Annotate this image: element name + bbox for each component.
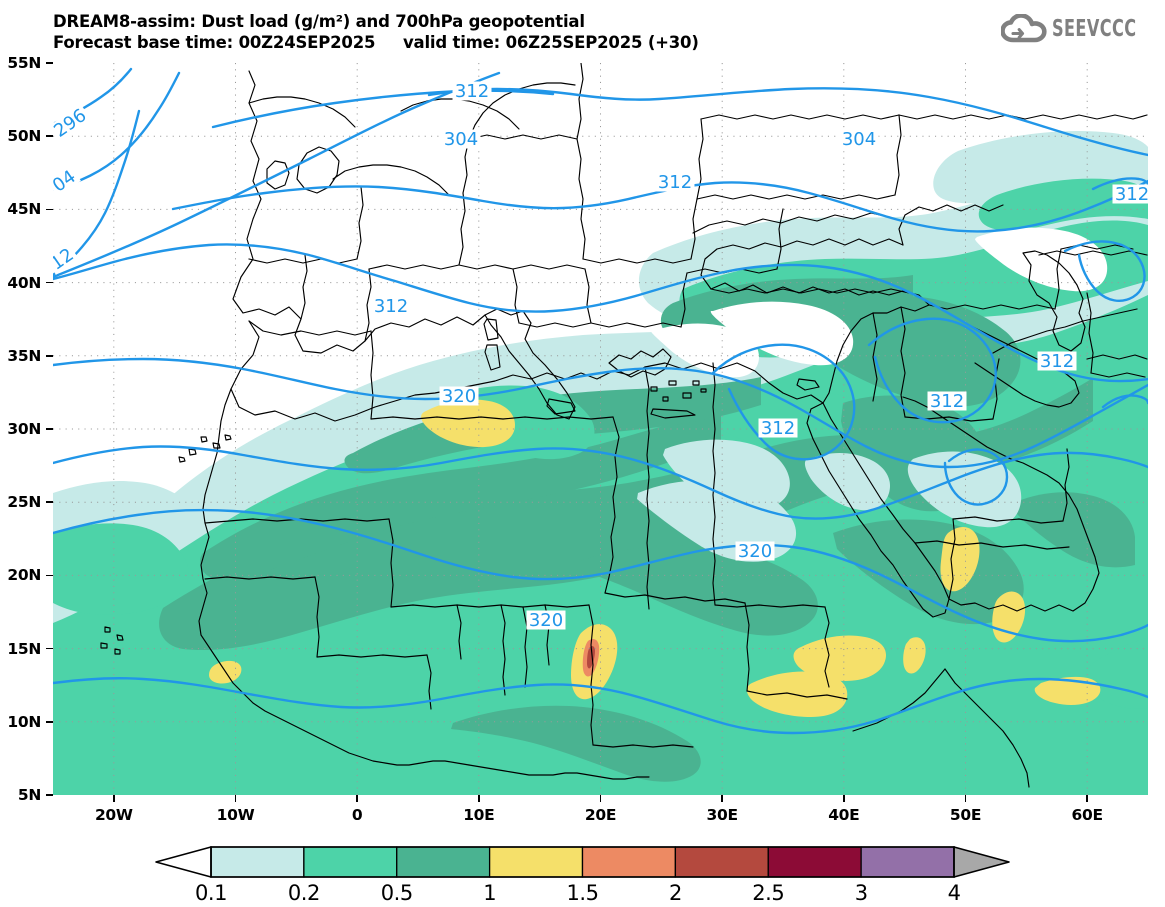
dust-load-map: 2960412312304312304312312312312320312320… (53, 63, 1148, 795)
y-axis-tick-label: 10N (7, 712, 41, 731)
logo-text: SEEVCCC (1051, 16, 1137, 42)
seevccc-logo: SEEVCCC (1000, 14, 1160, 44)
svg-text:312: 312 (374, 296, 408, 317)
x-axis-tick (599, 795, 602, 802)
colorbar-segment (767, 846, 862, 878)
colorbar-tick-label: 0.5 (380, 881, 413, 905)
y-axis-tick-label: 15N (7, 639, 41, 658)
colorbar-segment (396, 846, 491, 878)
y-axis-tick-label: 5N (17, 786, 41, 804)
y-axis-tick (46, 501, 53, 503)
x-axis-tick (113, 795, 115, 802)
colorbar-tick-labels: 0.1 0.2 0.5 1 1.5 2 2.5 3 4 (155, 881, 1010, 907)
colorbar-segment (488, 846, 584, 878)
x-axis-tick-label: 10W (216, 806, 255, 824)
x-axis-tick-label: 40E (828, 806, 860, 824)
y-axis-tick (46, 62, 53, 64)
y-axis-tick-label: 30N (7, 420, 41, 438)
colorbar-tick-label: 3 (854, 881, 868, 905)
colorbar-segment (581, 846, 677, 878)
x-axis-tick-label: 30E (706, 806, 739, 824)
contour-label: 320 (735, 541, 775, 562)
contour-label: 312 (1112, 184, 1148, 205)
y-axis-tick (46, 721, 53, 723)
y-axis-tick-label: 55N (7, 54, 41, 72)
colorbar-tick-label: 1.5 (566, 881, 599, 905)
y-axis-tick-label: 50N (7, 127, 41, 146)
colorbar-segment (860, 846, 955, 878)
y-axis-tick-label: 20N (7, 566, 41, 585)
contour-label: 312 (655, 172, 695, 193)
contour-label: 304 (839, 129, 879, 150)
colorbar-tick-label: 2 (668, 881, 682, 905)
graticule (53, 63, 1148, 795)
y-axis-tick (46, 208, 53, 211)
svg-text:312: 312 (1040, 351, 1074, 372)
svg-text:320: 320 (442, 386, 476, 407)
y-axis-tick (46, 647, 53, 650)
x-axis-tick (478, 795, 480, 802)
colorbar-segment (674, 846, 769, 878)
svg-text:320: 320 (529, 610, 563, 631)
contour-label: 312 (452, 81, 492, 102)
chart-title-block: DREAM8-assim: Dust load (g/m²) and 700hP… (53, 11, 753, 53)
x-axis-tick (234, 795, 237, 802)
x-axis-tick (721, 795, 723, 802)
x-axis-tick-label: 60E (1071, 806, 1104, 824)
x-axis-tick-label: 20W (94, 806, 133, 824)
y-axis-tick (46, 574, 53, 577)
x-axis-tick (843, 795, 845, 802)
svg-text:312: 312 (1115, 184, 1148, 205)
y-axis-tick (46, 428, 53, 430)
forecast-time-subtitle: Forecast base time: 00Z24SEP2025 valid t… (53, 33, 699, 52)
contour-label: 312 (1037, 351, 1077, 372)
colorbar-tick-label: 2.5 (752, 881, 785, 905)
y-axis-tick-label: 35N (7, 346, 41, 365)
colorbar-tick-label: 0.1 (195, 881, 227, 905)
colorbar-tick-label: 4 (947, 881, 961, 905)
contour-label: 304 (441, 129, 481, 150)
contour-label: 312 (927, 391, 967, 412)
y-axis-tick (46, 135, 53, 137)
dust-contour-2p0 (587, 646, 595, 669)
colorbar-tick-label: 0.2 (287, 881, 320, 905)
y-axis-tick-label: 25N (7, 493, 41, 512)
coastlines-and-borders (100, 63, 1148, 788)
colorbar-segment (210, 846, 305, 878)
page-title: DREAM8-assim: Dust load (g/m²) and 700hP… (53, 12, 585, 31)
contour-label: 312 (758, 418, 798, 439)
contour-label-group: 2960412312304312304312312312312320312320… (53, 81, 1148, 631)
x-axis-tick (1086, 795, 1088, 802)
x-axis-tick-label: 10E (463, 806, 495, 824)
contour-label: 320 (439, 386, 479, 407)
contour-label: 312 (371, 296, 411, 317)
colorbar-swatches (155, 846, 1010, 878)
contour-label: 320 (526, 610, 566, 631)
svg-text:304: 304 (444, 129, 478, 150)
svg-text:312: 312 (455, 81, 489, 102)
x-axis-tick-label: 0 (351, 806, 363, 824)
dust-contour-holes (445, 227, 1108, 562)
x-axis-tick-label: 20E (584, 806, 617, 824)
colorbar-tick-label: 1 (483, 881, 497, 905)
y-axis-tick (46, 794, 53, 796)
svg-text:312: 312 (930, 391, 964, 412)
x-axis-tick (964, 795, 967, 802)
svg-text:304: 304 (842, 129, 876, 150)
x-axis-tick (356, 795, 358, 802)
cloud-arrow-icon (1000, 14, 1047, 43)
dust-load-colorbar: 0.1 0.2 0.5 1 1.5 2 2.5 3 4 (155, 845, 1010, 905)
y-axis-tick (46, 281, 53, 284)
svg-text:312: 312 (658, 172, 692, 193)
map-area: 296 04 12 312 304 312 304 312 312 312 312 320 312 320… (46, 62, 1148, 802)
colorbar-segment (303, 846, 398, 878)
y-axis-tick-label: 45N (7, 200, 41, 219)
y-axis-tick-label: 40N (7, 273, 41, 292)
y-axis-tick (46, 355, 53, 357)
x-axis-tick-label: 50E (949, 806, 982, 824)
svg-text:320: 320 (738, 541, 772, 562)
svg-text:312: 312 (761, 418, 795, 439)
